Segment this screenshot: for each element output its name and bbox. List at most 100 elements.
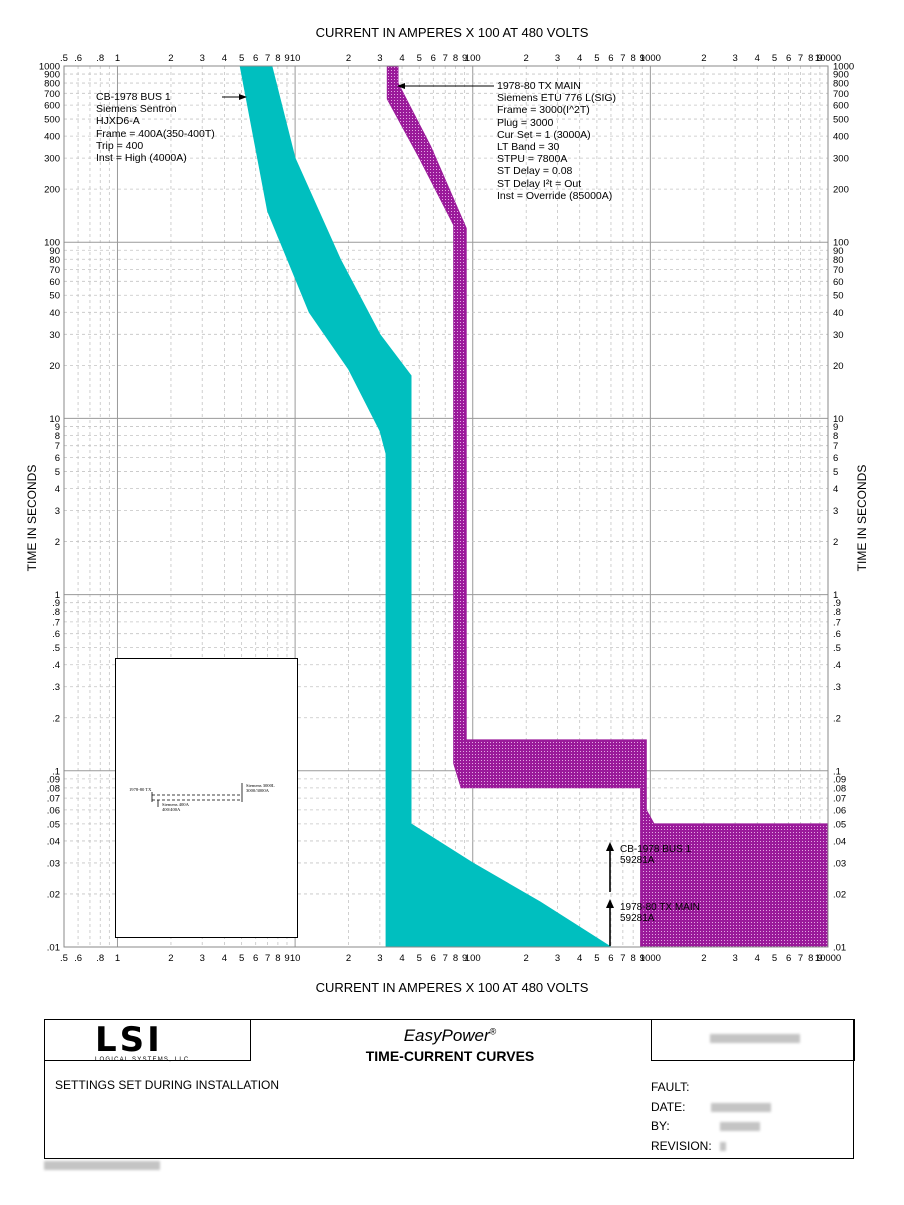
- y-tick-label-right: .5: [833, 643, 841, 654]
- x-tick-label-bottom: .5: [60, 953, 68, 964]
- x-tick-label-bottom: .8: [96, 953, 104, 964]
- fault-arrowhead: [606, 842, 614, 851]
- x-tick-label-bottom: 4: [399, 953, 404, 964]
- x-tick-label-top: 9: [817, 53, 822, 64]
- y-tick-label-left: .02: [47, 889, 60, 900]
- curve-band-bus-breaker: [239, 65, 613, 948]
- field-date: DATE:: [651, 1098, 772, 1118]
- x-tick-label-bottom: 2: [701, 953, 706, 964]
- x-tick-label-bottom: .6: [74, 953, 82, 964]
- x-tick-label-bottom: 3: [555, 953, 560, 964]
- fault-annotation-line: CB-1978 BUS 1: [620, 844, 692, 855]
- bus-setting-line: Trip = 400: [96, 139, 144, 152]
- x-tick-label-top: 4: [577, 53, 582, 64]
- y-tick-label-right: .04: [833, 836, 846, 847]
- registered-mark: ®: [489, 1026, 497, 1037]
- bus-setting-line: HJXD6-A: [96, 115, 140, 128]
- fault-annotation-line: 59281A: [620, 913, 655, 924]
- y-tick-label-left: .7: [52, 617, 60, 628]
- x-tick-label-top: 9: [462, 53, 467, 64]
- x-tick-label-bottom: 5: [772, 953, 777, 964]
- x-tick-label-top: .8: [96, 53, 104, 64]
- x-tick-label-bottom: 3: [377, 953, 382, 964]
- y-tick-label-right: 5: [833, 467, 838, 478]
- y-tick-label-left: .09: [47, 774, 60, 785]
- y-tick-label-left: 10: [49, 414, 60, 425]
- logo-cell: LSI LOGICAL SYSTEMS, LLC: [44, 1019, 251, 1063]
- y-tick-label-right: 500: [833, 115, 849, 126]
- inset-label-line: Siemens 400A: [162, 802, 189, 807]
- main-setting-line: Frame = 3000(I^2T): [497, 104, 590, 117]
- inset-label-line: 3000/3000A: [246, 788, 269, 793]
- tx-main-settings: 1978-80 TX MAIN Siemens ETU 776 L(SIG) F…: [497, 80, 616, 202]
- y-tick-label-right: 50: [833, 291, 844, 302]
- fault-annotation-bus: CB-1978 BUS 1 59281A: [620, 844, 691, 866]
- lsi-logo-mark: LSI: [95, 1020, 163, 1060]
- x-tick-label-bottom: 8: [275, 953, 280, 964]
- y-tick-label-right: .06: [833, 805, 846, 816]
- x-tick-label-bottom: 3: [732, 953, 737, 964]
- field-label: DATE:: [651, 1099, 686, 1114]
- y-tick-label-left: .4: [52, 660, 60, 671]
- x-tick-label-top: .5: [60, 53, 68, 64]
- y-tick-label-left: 90: [49, 246, 60, 257]
- main-setting-line: Cur Set = 1 (3000A): [497, 128, 591, 141]
- y-tick-label-left: .07: [47, 794, 60, 805]
- y-tick-label-left: 30: [49, 330, 60, 341]
- y-tick-label-left: 9: [55, 422, 60, 433]
- main-setting-line: STPU = 7800A: [497, 153, 568, 166]
- y-tick-label-right: 90: [833, 246, 844, 257]
- lsi-logo-subtitle: LOGICAL SYSTEMS, LLC: [95, 1057, 190, 1063]
- redacted-by: [719, 1122, 760, 1132]
- notes-text: SETTINGS SET DURING INSTALLATION: [55, 1078, 280, 1092]
- plot-frame: [63, 65, 829, 948]
- fault-annotation-line: 59281A: [620, 855, 655, 866]
- x-tick-label-top: 5: [594, 53, 599, 64]
- inset-label-tx: 1978-80 TX: [129, 787, 152, 792]
- main-setting-line: 1978-80 TX MAIN: [497, 80, 581, 92]
- product-subtitle: TIME-CURRENT CURVES: [365, 1048, 535, 1064]
- product-title: EasyPower® TIME-CURRENT CURVES: [250, 1026, 650, 1064]
- y-tick-label-right: 400: [833, 132, 849, 143]
- x-tick-label-top: 3: [200, 53, 205, 64]
- x-tick-label-top: 8: [631, 53, 636, 64]
- y-tick-label-left: 5: [55, 467, 60, 478]
- x-tick-label-bottom: 4: [755, 953, 760, 964]
- x-tick-label-bottom: 2: [524, 953, 529, 964]
- fault-annotation-main: 1978-80 TX MAIN 59281A: [620, 902, 700, 924]
- y-tick-label-left: 400: [44, 132, 60, 143]
- inset-label-line: Siemens 3000L: [246, 783, 275, 788]
- y-tick-label-right: .02: [833, 889, 846, 900]
- x-tick-label-top: 9: [640, 53, 645, 64]
- main-setting-line: LT Band = 30: [497, 141, 560, 154]
- y-tick-label-left: .04: [47, 836, 60, 847]
- x-tick-label-bottom: 6: [608, 953, 613, 964]
- x-tick-label-bottom: 10: [290, 953, 301, 964]
- lsi-logo: LSI LOGICAL SYSTEMS, LLC: [95, 1023, 189, 1063]
- y-tick-label-right: 2: [833, 537, 838, 548]
- x-tick-label-bottom: 3: [200, 953, 205, 964]
- x-tick-label-top: 7: [620, 53, 625, 64]
- y-tick-label-right: .7: [833, 617, 841, 628]
- x-tick-label-bottom: 9: [462, 953, 467, 964]
- one-line-inset: 1978-80 TX Siemens 3000L 3000/3000A Siem…: [115, 658, 298, 938]
- x-tick-label-top: 3: [732, 53, 737, 64]
- x-tick-label-top: 1000: [640, 53, 661, 64]
- x-tick-label-top: 2: [168, 53, 173, 64]
- revision-fields: FAULT: DATE: BY: REVISION:: [651, 1078, 772, 1157]
- y-tick-label-right: 9: [833, 422, 838, 433]
- inset-label-line: 400/400A: [162, 807, 181, 812]
- y-tick-label-right: .08: [833, 783, 846, 794]
- field-label: BY:: [651, 1119, 670, 1133]
- field-revision: REVISION:: [651, 1137, 771, 1157]
- field-label: REVISION:: [651, 1138, 712, 1153]
- x-tick-label-bottom: 8: [453, 953, 458, 964]
- x-tick-label-top: 3: [377, 53, 382, 64]
- y-tick-label-right: 70: [833, 265, 844, 276]
- x-tick-label-bottom: 8: [808, 953, 813, 964]
- x-tick-label-bottom: 4: [222, 953, 227, 964]
- main-setting-line: Siemens ETU 776 L(SIG): [497, 92, 617, 105]
- x-tick-label-top: 6: [431, 53, 436, 64]
- y-tick-label-left: 8: [55, 431, 60, 442]
- x-tick-label-bottom: 4: [577, 953, 582, 964]
